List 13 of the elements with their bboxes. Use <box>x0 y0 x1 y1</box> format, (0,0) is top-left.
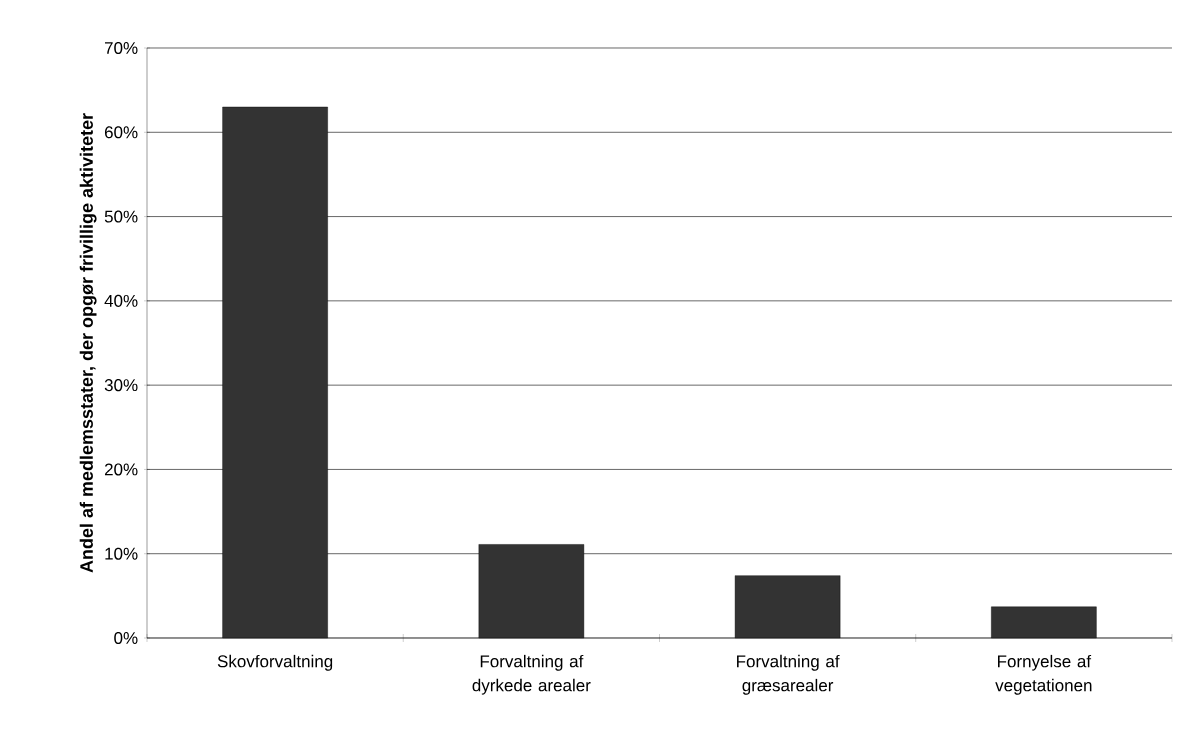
y-tick-label: 30% <box>104 379 138 392</box>
y-tick-label: 40% <box>104 294 138 307</box>
x-tick-label: Fornyelse af vegetationen <box>995 654 1092 695</box>
y-tick-label: 50% <box>104 210 138 223</box>
x-tick-label: Forvaltning af græsarealer <box>737 654 840 695</box>
x-tick-label: Skovforvaltning <box>217 654 333 671</box>
y-axis-title: Andel af medlemsstater, der opgør frivillige aktiviteter <box>79 113 97 573</box>
y-tick-label: 70% <box>104 41 138 55</box>
y-tick-label: 10% <box>105 547 138 560</box>
y-tick-label: 0% <box>114 631 138 645</box>
x-tick-label: Forvaltning af dyrkede arealer <box>472 654 591 695</box>
y-tick-label: 20% <box>104 463 138 476</box>
y-tick-label: 60% <box>104 126 138 139</box>
